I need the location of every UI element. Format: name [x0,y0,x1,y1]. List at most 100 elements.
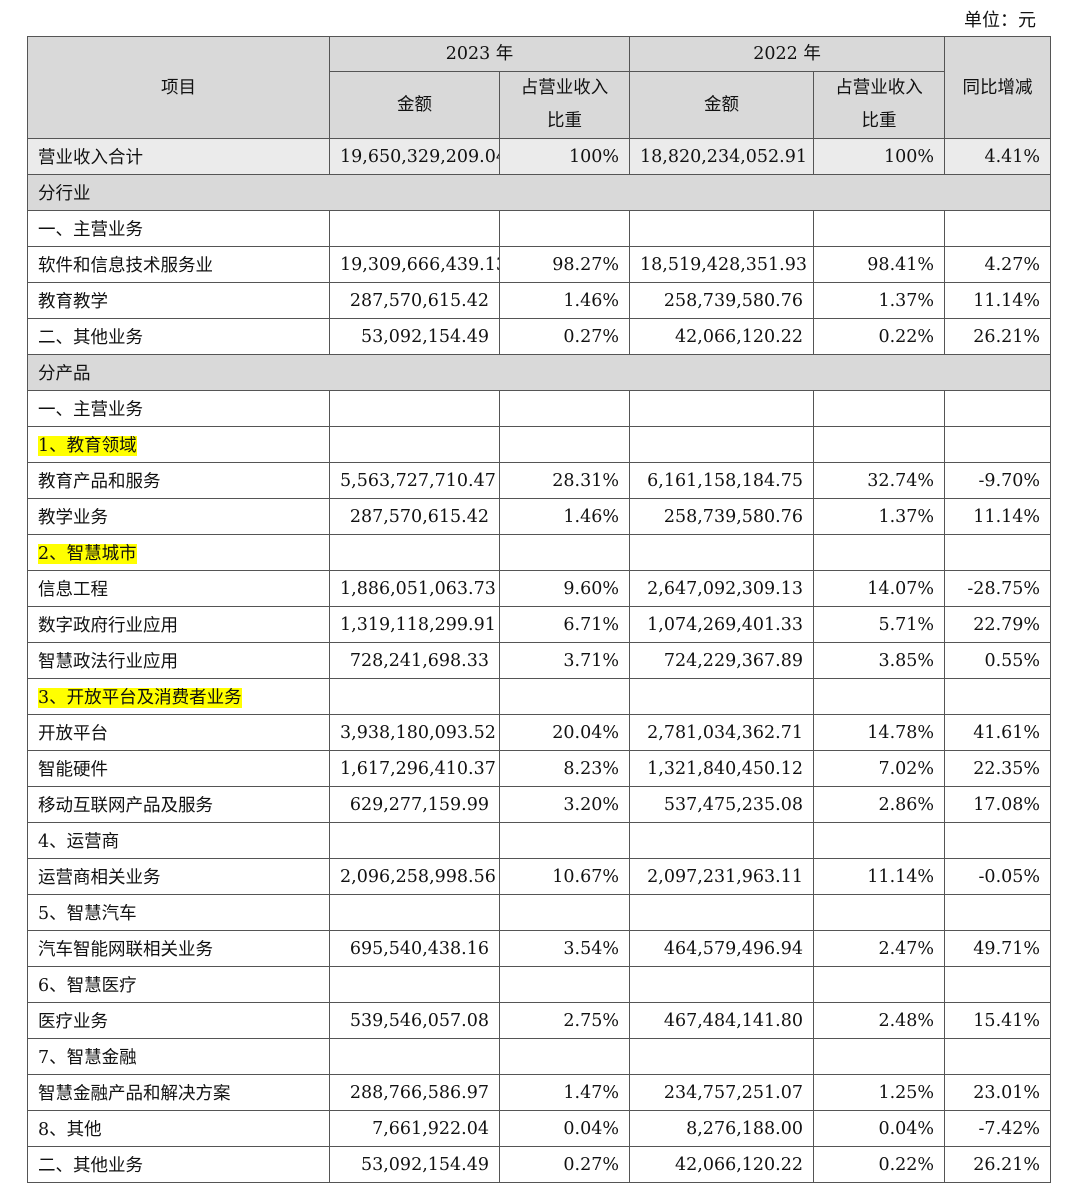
row-label: 6、智慧医疗 [27,966,330,1003]
share-2023 [498,390,631,427]
share-2022 [813,678,946,715]
share-2022 [813,822,946,859]
row-label: 运营商相关业务 [27,858,330,895]
yoy-change [944,390,1052,427]
highlighted-label: 2、智慧城市 [38,544,137,564]
amount-2022: 1,321,840,450.12 [629,750,815,787]
share-2022 [813,1038,946,1075]
amount-2022 [629,678,815,715]
row-label: 信息工程 [27,570,330,607]
row-label: 开放平台 [27,714,330,751]
share-2022: 1.25% [813,1074,946,1111]
share-2023 [498,822,631,859]
amount-2023: 1,319,118,299.91 [329,606,500,643]
amount-2022: 464,579,496.94 [629,930,815,967]
amount-2023: 287,570,615.42 [329,282,500,319]
amount-2022: 2,647,092,309.13 [629,570,815,607]
row-label: 教育产品和服务 [27,462,330,499]
group-row: 1、教育领域 [27,426,1052,463]
amount-2023: 5,563,727,710.47 [329,462,500,499]
amount-2023: 3,938,180,093.52 [329,714,500,751]
header-share-2023: 占营业收入 比重 [498,71,631,139]
yoy-change: -0.05% [944,858,1052,895]
share-2022: 32.74% [813,462,946,499]
share-2022: 3.85% [813,642,946,679]
table-row: 教学业务 287,570,615.42 1.46% 258,739,580.76 1.3… [27,498,1052,535]
header-amount-2022: 金额 [629,71,815,139]
share-2022: 0.04% [813,1110,946,1147]
amount-2023: 1,886,051,063.73 [329,570,500,607]
amount-2023 [329,822,500,859]
yoy-change [944,822,1052,859]
table-row: 软件和信息技术服务业 19,309,666,439.13 98.27% 18,519,… [27,246,1052,283]
group-row: 4、运营商 [27,822,1052,859]
section-row: 分行业 [26,174,1052,211]
section-row: 分产品 [26,354,1052,391]
header-year-2023: 2023 年 [328,36,631,72]
amount-2023 [329,390,500,427]
section-label: 分行业 [26,174,1052,211]
amount-2023: 1,617,296,410.37 [329,750,500,787]
yoy-change: 15.41% [944,1002,1052,1039]
share-2023 [498,894,631,931]
amount-2023: 288,766,586.97 [329,1074,500,1111]
amount-2022 [629,1038,815,1075]
amount-2023: 287,570,615.42 [329,498,500,535]
amount-2022: 42,066,120.22 [629,1146,815,1183]
group-row: 一、主营业务 [27,390,1052,427]
amount-2023: 53,092,154.49 [329,1146,500,1183]
share-2023: 1.46% [498,282,631,319]
amount-2022: 2,097,231,963.11 [629,858,815,895]
table-row: 智能硬件 1,617,296,410.37 8.23% 1,321,840,450.1… [27,750,1052,787]
share-2023 [498,678,631,715]
share-2022: 5.71% [813,606,946,643]
header-share-2022: 占营业收入 比重 [813,71,946,139]
amount-2022 [629,966,815,1003]
row-label: 软件和信息技术服务业 [27,246,330,283]
row-label: 智能硬件 [27,750,330,787]
total-row: 营业收入合计 19,650,329,209.04 100% 18,820,234… [27,138,1052,175]
row-label: 3、开放平台及消费者业务 [27,678,330,715]
amount-2022 [629,534,815,571]
share-2023: 10.67% [498,858,631,895]
share-2022: 7.02% [813,750,946,787]
share-2022 [813,390,946,427]
table-row: 开放平台 3,938,180,093.52 20.04% 2,781,034,362.… [27,714,1052,751]
amount-2023: 7,661,922.04 [329,1110,500,1147]
share-2022: 2.47% [813,930,946,967]
yoy-change: -28.75% [944,570,1052,607]
table-row: 移动互联网产品及服务 629,277,159.99 3.20% 537,475,235… [27,786,1052,823]
row-label: 2、智慧城市 [27,534,330,571]
yoy-change [944,894,1052,931]
yoy-change: 0.55% [944,642,1052,679]
yoy-change [944,1038,1052,1075]
row-label: 教学业务 [27,498,330,535]
amount-2023: 728,241,698.33 [329,642,500,679]
group-row: 2、智慧城市 [27,534,1052,571]
amount-2022: 18,519,428,351.93 [629,246,815,283]
share-2022 [813,894,946,931]
header-share-line2: 比重 [861,111,897,131]
row-label: 智慧金融产品和解决方案 [27,1074,330,1111]
table-row: 二、其他业务 53,092,154.49 0.27% 42,066,120.22 0.2… [27,1146,1052,1183]
share-2022: 2.86% [813,786,946,823]
amount-2022 [629,426,815,463]
yoy-change: 22.35% [944,750,1052,787]
row-label: 移动互联网产品及服务 [27,786,330,823]
revenue-table: 项目 2023 年 2022 年 同比增减 金额 占营业收入 比重 金额 占营业… [26,36,1052,1183]
share-2023: 1.46% [498,498,631,535]
amount-2022: 467,484,141.80 [629,1002,815,1039]
amount-2022: 724,229,367.89 [629,642,815,679]
row-label: 7、智慧金融 [27,1038,330,1075]
yoy-change: 41.61% [944,714,1052,751]
amount-2023 [329,966,500,1003]
table-body: 营业收入合计 19,650,329,209.04 100% 18,820,234… [26,138,1052,1183]
yoy-change [944,534,1052,571]
amount-2022: 42,066,120.22 [629,318,815,355]
share-2023 [498,1038,631,1075]
share-2023: 8.23% [498,750,631,787]
row-label: 汽车智能网联相关业务 [27,930,330,967]
table-row: 数字政府行业应用 1,319,118,299.91 6.71% 1,074,269,4… [27,606,1052,643]
table-row: 教育教学 287,570,615.42 1.46% 258,739,580.76 1.3… [27,282,1052,319]
table-row: 信息工程 1,886,051,063.73 9.60% 2,647,092,309.1… [27,570,1052,607]
